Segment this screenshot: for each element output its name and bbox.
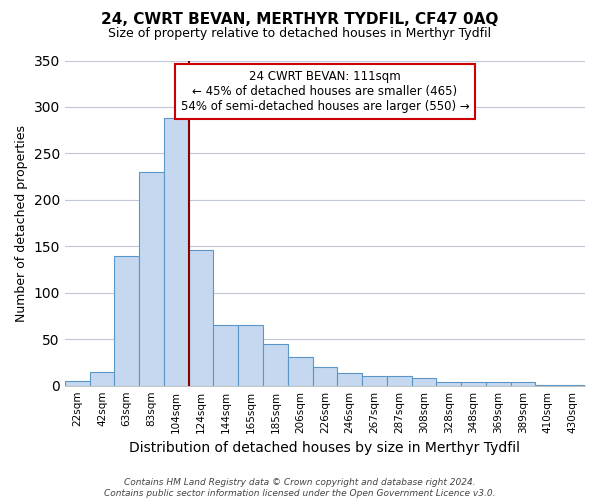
X-axis label: Distribution of detached houses by size in Merthyr Tydfil: Distribution of detached houses by size …: [130, 441, 520, 455]
Bar: [164, 118, 188, 386]
Bar: [511, 382, 535, 386]
Bar: [486, 382, 511, 386]
Bar: [238, 326, 263, 386]
Bar: [560, 385, 585, 386]
Text: Size of property relative to detached houses in Merthyr Tydfil: Size of property relative to detached ho…: [109, 28, 491, 40]
Bar: [313, 367, 337, 386]
Bar: [115, 256, 139, 386]
Bar: [263, 344, 288, 386]
Bar: [188, 250, 214, 386]
Bar: [89, 372, 115, 386]
Bar: [461, 382, 486, 386]
Bar: [436, 382, 461, 386]
Y-axis label: Number of detached properties: Number of detached properties: [15, 124, 28, 322]
Bar: [412, 378, 436, 386]
Bar: [139, 172, 164, 386]
Bar: [535, 385, 560, 386]
Text: Contains HM Land Registry data © Crown copyright and database right 2024.
Contai: Contains HM Land Registry data © Crown c…: [104, 478, 496, 498]
Bar: [362, 376, 387, 386]
Bar: [387, 376, 412, 386]
Bar: [214, 326, 238, 386]
Bar: [337, 372, 362, 386]
Bar: [65, 381, 89, 386]
Bar: [288, 357, 313, 386]
Text: 24, CWRT BEVAN, MERTHYR TYDFIL, CF47 0AQ: 24, CWRT BEVAN, MERTHYR TYDFIL, CF47 0AQ: [101, 12, 499, 28]
Text: 24 CWRT BEVAN: 111sqm
← 45% of detached houses are smaller (465)
54% of semi-det: 24 CWRT BEVAN: 111sqm ← 45% of detached …: [181, 70, 469, 114]
